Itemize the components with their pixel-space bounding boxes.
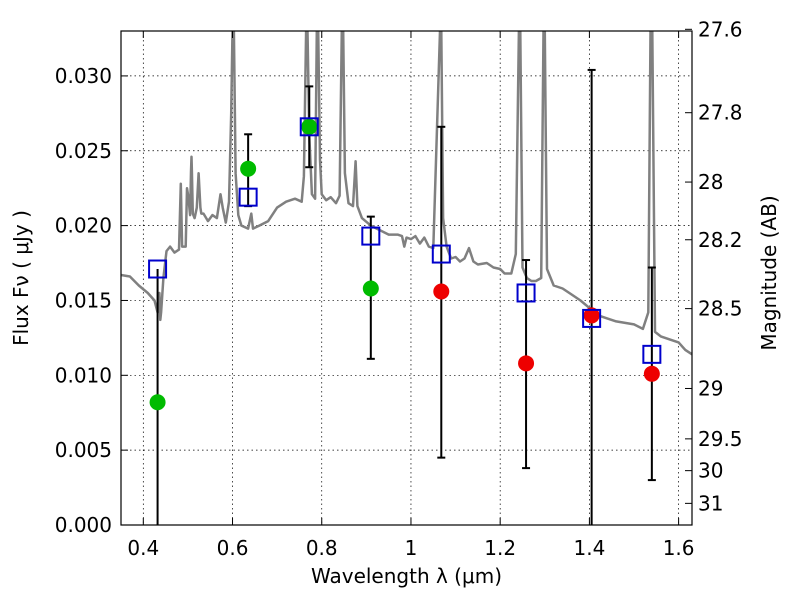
right-tick-labels: 27.6 27.8 28 28.2 28.5 29 29.5 30 31 [698, 17, 743, 515]
x-tick-label: 1.4 [573, 536, 605, 560]
model-spectrum [121, 31, 692, 356]
model-square [431, 244, 451, 264]
plot-area [121, 31, 692, 526]
model-square [148, 259, 168, 279]
x-tick-label: 1.2 [484, 536, 516, 560]
model-square [238, 187, 258, 207]
axis-ticks [121, 28, 692, 526]
photometry-markers [148, 117, 662, 411]
red-point [433, 283, 450, 300]
model-square [299, 117, 319, 137]
x-axis-title: Wavelength λ (μm) [311, 564, 502, 588]
plot-frame [120, 30, 693, 526]
error-bar [587, 68, 596, 525]
right-tick-label: 27.8 [698, 101, 743, 125]
green-point [362, 280, 379, 297]
y-tick-label: 0.030 [55, 64, 112, 88]
red-point [518, 355, 535, 372]
model-square [582, 308, 602, 328]
y-tick-label: 0.010 [55, 363, 112, 387]
right-tick-label: 29.5 [698, 427, 743, 451]
red-point [583, 307, 600, 324]
y-axis-title: Flux Fν ( μJy ) [9, 210, 33, 346]
y-tick-label: 0.015 [55, 288, 112, 312]
right-tick-label: 27.6 [698, 17, 743, 41]
y-tick-label: 0.025 [55, 139, 112, 163]
x-tick-label: 0.4 [127, 536, 159, 560]
model-square [516, 283, 536, 303]
green-point [240, 160, 257, 177]
model-square [361, 226, 381, 246]
right-tick-label: 29 [698, 376, 723, 400]
green-point [149, 394, 166, 411]
right-tick-label: 28 [698, 170, 723, 194]
right-tick-label: 28.5 [698, 297, 743, 321]
right-tick-label: 30 [698, 459, 723, 483]
spectrum-line [121, 31, 692, 356]
y-tick-label: 0.020 [55, 214, 112, 238]
x-tick-label: 1 [405, 536, 418, 560]
right-axis-title: Magnitude (AB) [757, 195, 781, 350]
right-tick-label: 28.2 [698, 228, 743, 252]
x-tick-label: 0.8 [306, 536, 338, 560]
green-point [301, 118, 318, 135]
model-square [642, 344, 662, 364]
y-tick-label: 0.000 [55, 513, 112, 537]
x-tick-labels: 0.4 0.6 0.8 1 1.2 1.4 1.6 [127, 536, 694, 560]
right-tick-label: 31 [698, 491, 723, 515]
x-tick-label: 0.6 [217, 536, 249, 560]
red-point [643, 365, 660, 382]
y-tick-label: 0.005 [55, 438, 112, 462]
y-tick-labels: 0.000 0.005 0.010 0.015 0.020 0.025 0.030 [55, 64, 112, 537]
x-tick-label: 1.6 [663, 536, 695, 560]
grid-lines [121, 31, 692, 526]
